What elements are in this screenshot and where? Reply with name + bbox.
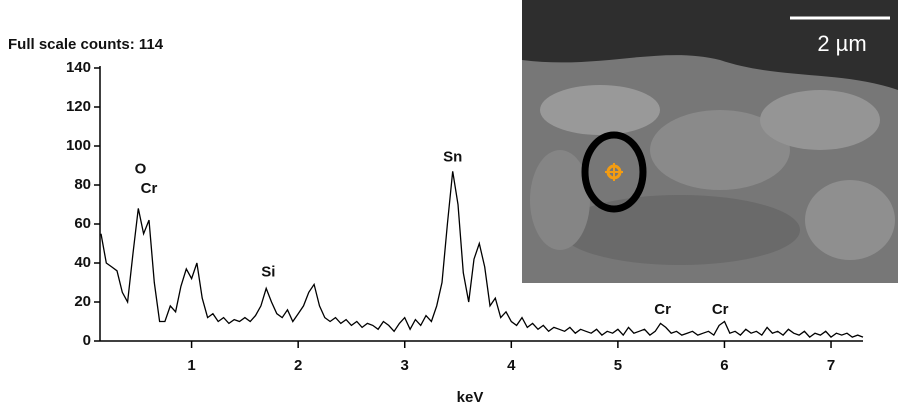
peak-label: Cr <box>712 301 729 318</box>
chart: Full scale counts: 114 keV 2 µm 0 20 40 60 8… <box>0 0 898 408</box>
x-tick-label: 3 <box>401 357 409 374</box>
y-tick-label: 80 <box>74 176 91 193</box>
y-tick-label: 100 <box>66 137 91 154</box>
y-tick-label: 120 <box>66 98 91 115</box>
y-tick-label: 60 <box>74 215 91 232</box>
sem-inset: 2 µm <box>522 0 898 283</box>
x-tick-label: 2 <box>294 357 302 374</box>
x-tick-label: 1 <box>187 357 195 374</box>
peak-label: O <box>135 160 147 177</box>
peak-label: Sn <box>443 149 462 166</box>
sem-texture <box>805 180 895 260</box>
y-tick-label: 140 <box>66 59 91 76</box>
y-tick-label: 20 <box>74 293 91 310</box>
x-tick-label: 7 <box>827 357 835 374</box>
y-tick-label: 0 <box>83 332 91 349</box>
sem-texture <box>530 150 590 250</box>
sem-texture <box>760 90 880 150</box>
x-tick-label: 4 <box>507 357 516 374</box>
chart-title: Full scale counts: 114 <box>8 36 164 53</box>
x-tick-label: 6 <box>720 357 728 374</box>
x-axis-label: keV <box>457 389 484 406</box>
peak-label: Cr <box>141 180 158 197</box>
peak-label: Si <box>261 264 275 281</box>
scale-bar-label: 2 µm <box>817 31 866 56</box>
x-tick-label: 5 <box>614 357 622 374</box>
sem-texture <box>540 85 660 135</box>
peak-label: Cr <box>654 301 671 318</box>
y-tick-label: 40 <box>74 254 91 271</box>
